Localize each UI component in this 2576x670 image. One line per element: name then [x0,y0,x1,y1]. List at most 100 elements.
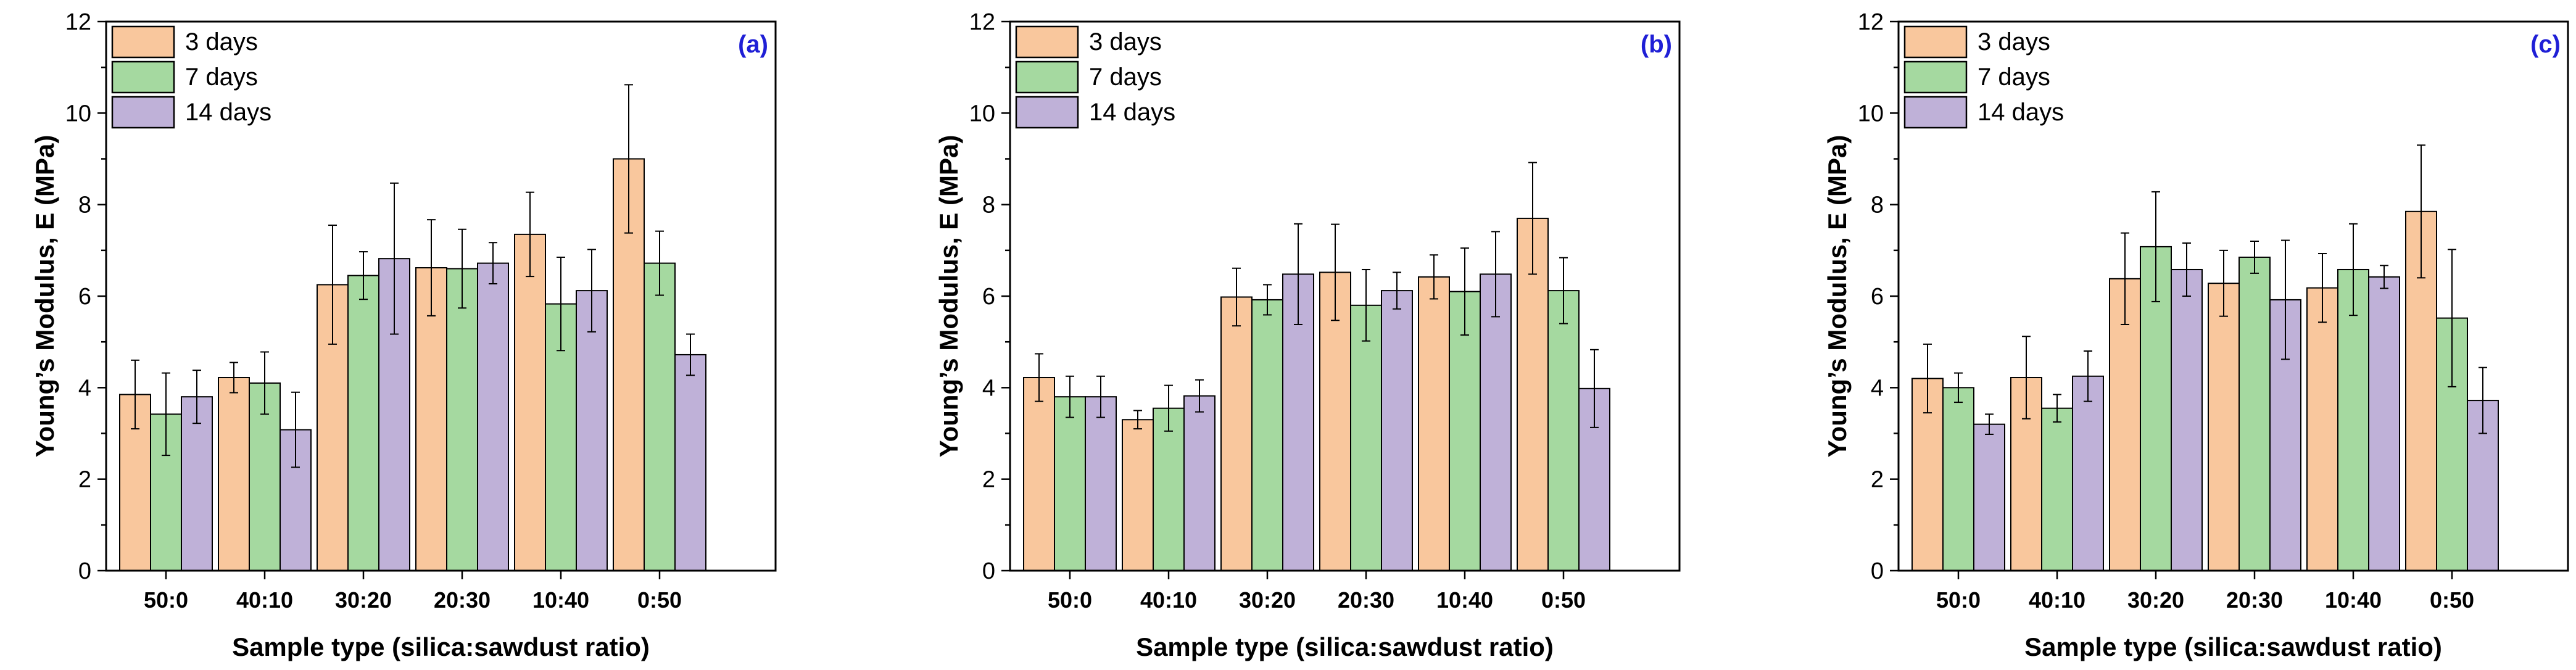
bar-7-days-20-30 [446,268,478,571]
y-tick-label: 8 [982,192,995,218]
bar-14-days-10-40 [2368,276,2400,571]
y-tick-label: 2 [78,467,91,493]
bar-3-days-10-40 [2306,287,2338,571]
bar-3-days-20-30 [1319,271,1351,571]
x-tick-label: 10:40 [1436,587,1493,613]
chart-panel-c: 50:0 40:10 30:20 20:30 10:40 0:50 0 2 4 6 8 10 12 Sam… [1823,9,2569,661]
y-tick-label: 0 [1871,558,1884,584]
x-tick-label: 0:50 [1541,587,1586,613]
bar-3-days-30-20 [1220,296,1253,571]
bar-3-days-10-40 [1418,276,1450,571]
legend-label: 14 days [1089,99,1175,126]
bar-7-days-40-10 [1153,407,1185,571]
y-tick-label: 10 [1858,101,1884,126]
bar-14-days-30-20 [2171,268,2203,571]
bar-14-days-50-0 [181,396,213,572]
y-tick-label: 4 [78,375,91,401]
legend-swatch-7-days [1015,60,1079,94]
legend-label: 3 days [1978,28,2050,56]
panel-label: (c) [2530,31,2561,58]
legend-swatch-14-days [111,96,175,129]
x-tick-label: 20:30 [434,587,491,613]
x-tick-label: 40:10 [1140,587,1197,613]
y-tick-label: 10 [65,101,91,126]
bar-3-days-50-0 [1023,377,1055,571]
y-tick-label: 6 [982,284,995,310]
y-axis-title: Young’s Modulus, E (MPa) [934,135,963,458]
y-tick-label: 6 [1871,284,1884,310]
chart-panel-a: 50:0 40:10 30:20 20:30 10:40 0:50 0 2 4 6 8 10 12 Sam… [30,9,777,661]
bar-7-days-0-50 [1547,290,1580,571]
x-axis-title: Sample type (silica:sawdust ratio) [1136,632,1554,661]
x-axis-title: Sample type (silica:sawdust ratio) [2024,632,2442,661]
bar-7-days-30-20 [347,275,379,571]
x-tick-label: 0:50 [2430,587,2474,613]
x-tick-label: 30:20 [2127,587,2184,613]
bar-14-days-50-0 [1085,396,1117,572]
legend-label: 14 days [185,99,271,126]
legend-swatch-3-days [1903,25,1968,59]
legend-label: 7 days [1978,64,2050,91]
legend-label: 7 days [185,64,258,91]
chart-panel-b: 50:0 40:10 30:20 20:30 10:40 0:50 0 2 4 6 8 10 12 Sam… [934,9,1681,661]
x-axis-title: Sample type (silica:sawdust ratio) [232,632,650,661]
y-tick-label: 12 [65,9,91,35]
x-tick-label: 10:40 [532,587,589,613]
legend-swatch-7-days [1903,60,1968,94]
bar-3-days-40-10 [218,377,250,571]
legend-swatch-14-days [1015,96,1079,129]
bar-7-days-20-30 [1350,304,1382,571]
bar-14-days-50-0 [1973,423,2005,572]
legend-label: 7 days [1089,64,1162,91]
y-tick-label: 12 [969,9,995,35]
bar-7-days-50-0 [1054,396,1086,572]
legend-label: 14 days [1978,99,2064,126]
x-tick-label: 20:30 [2226,587,2283,613]
bar-14-days-40-10 [1183,395,1216,572]
y-tick-label: 0 [982,558,995,584]
legend-swatch-7-days [111,60,175,94]
y-tick-label: 10 [969,101,995,126]
y-tick-label: 6 [78,284,91,310]
x-tick-label: 30:20 [335,587,392,613]
bar-7-days-50-0 [1942,387,1974,571]
x-tick-label: 20:30 [1338,587,1394,613]
legend-label: 3 days [185,28,258,56]
y-axis-title: Young’s Modulus, E (MPa) [1823,135,1852,458]
panel-label: (b) [1641,31,1672,58]
bar-7-days-40-10 [2041,407,2073,571]
bar-7-days-30-20 [1251,299,1283,571]
bar-14-days-20-30 [1381,290,1413,571]
bar-7-days-0-50 [644,262,676,571]
panel-label: (a) [738,31,768,58]
bar-3-days-10-40 [514,233,546,571]
y-tick-label: 4 [982,375,995,401]
bar-7-days-10-40 [2337,268,2369,571]
bar-14-days-20-30 [477,262,509,571]
bar-7-days-20-30 [2238,256,2271,571]
legend-swatch-14-days [1903,96,1968,129]
y-tick-label: 2 [1871,467,1884,493]
x-tick-label: 40:10 [236,587,293,613]
bar-3-days-20-30 [2208,283,2240,571]
legend-swatch-3-days [1015,25,1079,59]
x-tick-label: 50:0 [1048,587,1092,613]
x-tick-label: 50:0 [144,587,188,613]
bar-14-days-10-40 [576,290,608,571]
legend-swatch-3-days [111,25,175,59]
bar-3-days-40-10 [1122,419,1154,571]
x-tick-label: 50:0 [1936,587,1981,613]
bar-14-days-0-50 [674,354,706,572]
legend-label: 3 days [1089,28,1162,56]
x-tick-label: 10:40 [2325,587,2382,613]
y-tick-label: 8 [1871,192,1884,218]
y-tick-label: 4 [1871,375,1884,401]
bar-14-days-10-40 [1480,273,1512,571]
y-tick-label: 12 [1858,9,1884,35]
x-tick-label: 0:50 [637,587,682,613]
x-tick-label: 30:20 [1239,587,1296,613]
y-axis-title: Young’s Modulus, E (MPa) [30,135,59,458]
y-tick-label: 2 [982,467,995,493]
bar-14-days-40-10 [2072,375,2104,572]
